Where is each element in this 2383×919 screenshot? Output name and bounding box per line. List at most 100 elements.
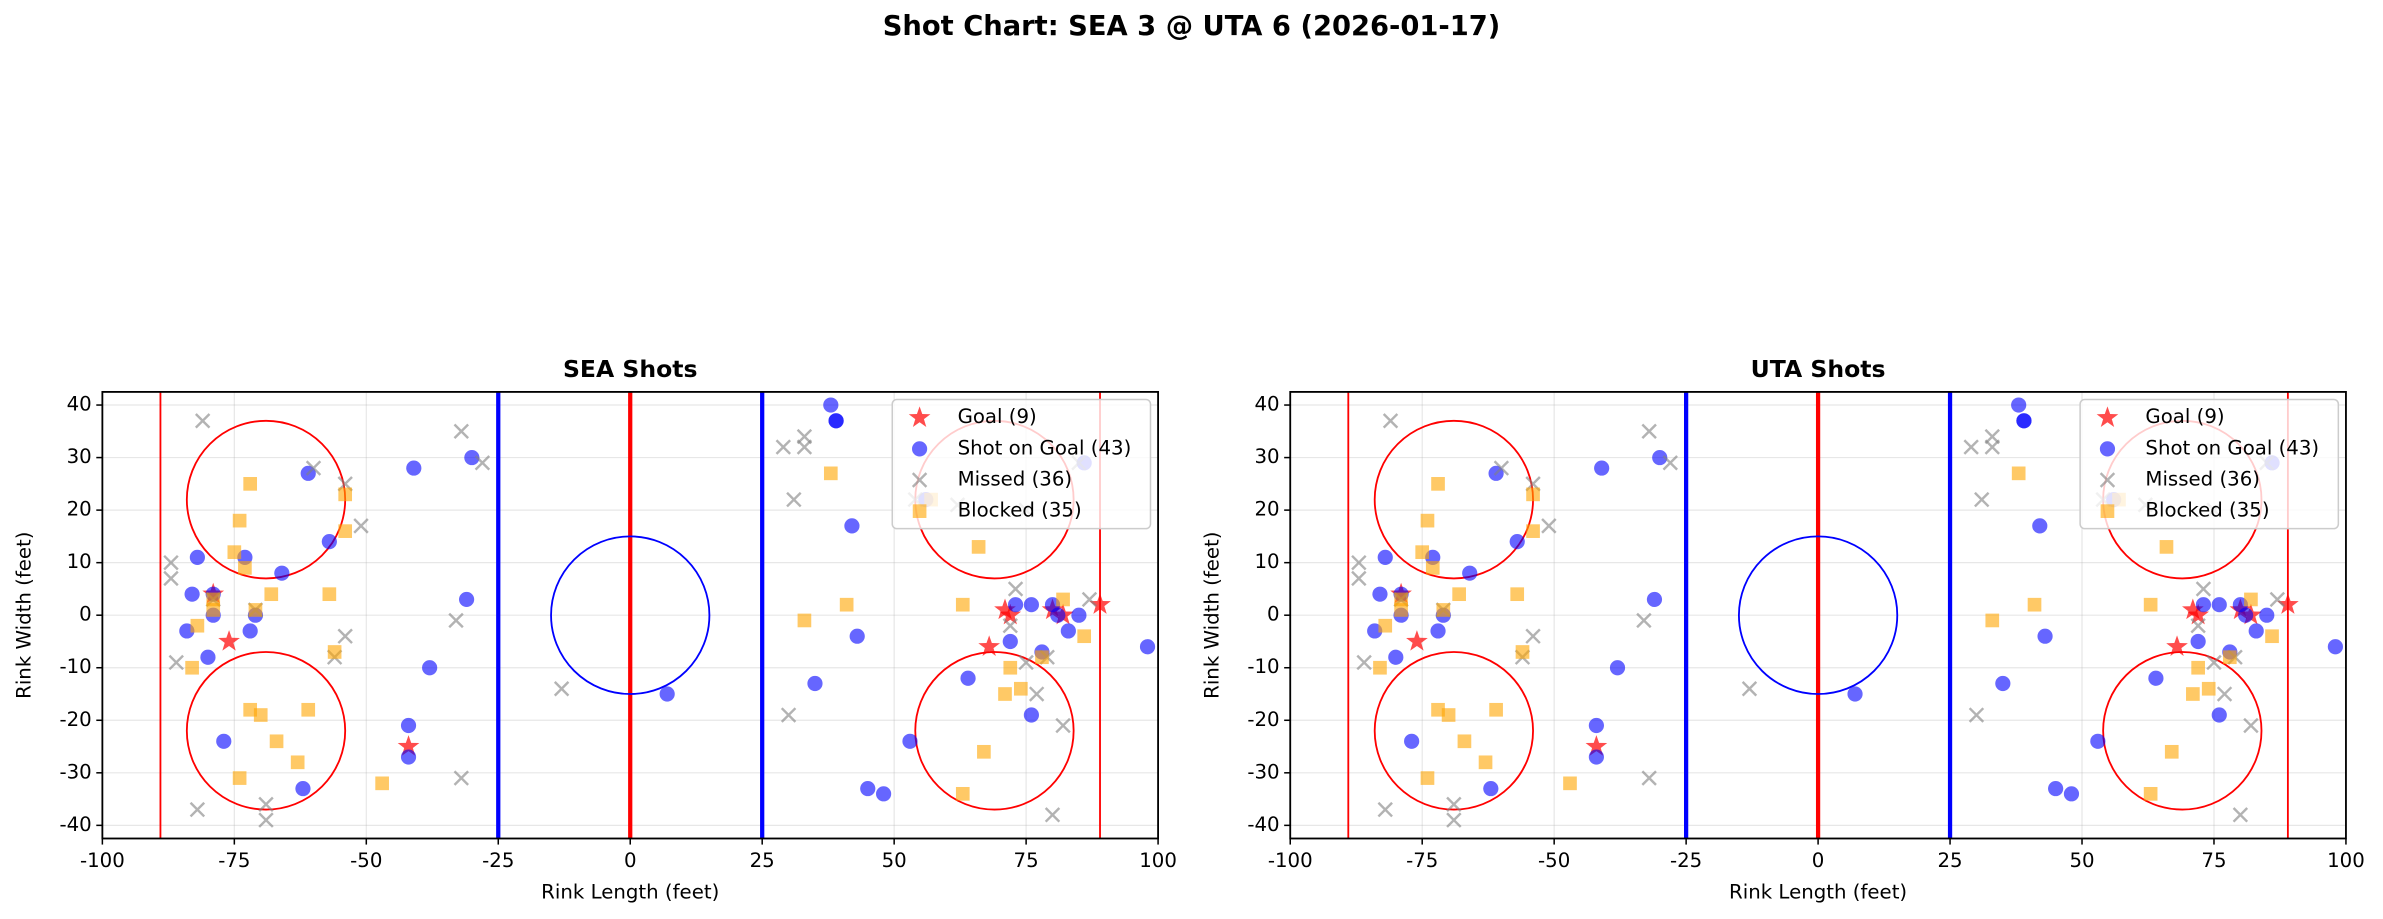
shot-point xyxy=(1509,534,1525,550)
y-tick-label: -40 xyxy=(1247,813,1279,836)
shot-point xyxy=(1609,660,1626,676)
shot-point xyxy=(978,635,1000,656)
y-axis-label: Rink Width (feet) xyxy=(1200,532,1223,699)
shot-point xyxy=(796,439,813,455)
legend-marker xyxy=(908,406,931,427)
x-tick-label: -100 xyxy=(1268,849,1313,872)
rink xyxy=(1347,391,2289,839)
shot-point xyxy=(321,534,337,550)
legend-label: Blocked (35) xyxy=(2145,499,2269,522)
shot-point xyxy=(999,603,1022,625)
legend-label: Missed (36) xyxy=(2145,468,2260,491)
shot-point xyxy=(1984,439,2000,455)
y-tick-label: 10 xyxy=(67,550,92,573)
shot-point xyxy=(955,786,970,801)
x-tick-label: 0 xyxy=(624,849,637,872)
x-tick-label: 50 xyxy=(882,849,907,872)
legend-label: Goal (9) xyxy=(2145,405,2224,428)
shot-point xyxy=(994,598,1016,620)
shot-point xyxy=(2265,629,2279,644)
shot-point xyxy=(1077,629,1092,644)
shot-point xyxy=(1510,587,1525,602)
shot-point xyxy=(1585,735,1608,756)
y-tick-label: -20 xyxy=(60,708,92,731)
shot-point xyxy=(1641,423,1657,440)
shot-point xyxy=(849,628,865,644)
faceoff-circle xyxy=(1373,651,1534,811)
shot-point xyxy=(1446,796,1462,813)
y-tick-label: 10 xyxy=(1254,550,1279,573)
shot-point xyxy=(1646,591,1663,608)
shot-point xyxy=(1089,593,1111,614)
shot-point xyxy=(1526,487,1540,502)
y-tick-label: 20 xyxy=(1254,498,1279,521)
shot-point xyxy=(2090,733,2106,749)
y-axis-label: Rink Width (feet) xyxy=(12,532,35,699)
shot-point xyxy=(1404,733,1420,749)
shot-point xyxy=(860,780,876,797)
shot-point xyxy=(2048,780,2064,797)
plot-frame xyxy=(1289,390,2347,840)
shot-point xyxy=(2187,603,2209,625)
shot-point xyxy=(295,780,311,797)
legend-marker xyxy=(2096,406,2119,427)
shot-point xyxy=(1044,807,1061,823)
shot-point xyxy=(1457,734,1472,749)
shot-point xyxy=(2211,707,2227,723)
shot-point xyxy=(290,755,305,770)
y-tick-label: -40 xyxy=(60,813,92,836)
shot-point xyxy=(1462,565,1478,581)
shot-point xyxy=(1478,755,1493,770)
legend-label: Shot on Goal (43) xyxy=(958,436,1132,459)
shot-point xyxy=(1563,776,1577,791)
shot-point xyxy=(301,702,316,717)
shot-point xyxy=(1415,545,1430,559)
shot-point xyxy=(253,708,268,722)
shot-point xyxy=(1847,686,1863,702)
x-tick-label: 75 xyxy=(2201,849,2226,872)
shot-point xyxy=(1641,770,1657,786)
shot-point xyxy=(1436,603,1451,617)
shot-point xyxy=(400,717,417,734)
shot-point xyxy=(274,565,290,581)
shot-point xyxy=(2027,597,2042,612)
shot-point xyxy=(1430,623,1446,639)
shot-point xyxy=(406,460,422,476)
shot-point xyxy=(264,587,279,602)
shot-point xyxy=(1985,613,2000,628)
x-tick-label: -25 xyxy=(1670,849,1702,872)
x-axis-label: Rink Length (feet) xyxy=(541,881,719,904)
shot-point xyxy=(786,491,802,508)
x-tick-label: 50 xyxy=(2069,849,2094,872)
shot-point xyxy=(1007,597,1024,613)
shot-point xyxy=(1995,675,2011,692)
shot-point xyxy=(2243,717,2259,734)
shot-point xyxy=(375,776,389,791)
shot-point xyxy=(269,734,284,749)
legend-box xyxy=(891,398,1152,530)
shot-point xyxy=(1018,654,1034,671)
shot-point xyxy=(1652,449,1668,466)
shot-point xyxy=(807,675,823,692)
y-tick-label: -10 xyxy=(60,655,92,678)
shot-point xyxy=(397,735,420,756)
shot-point xyxy=(1003,660,1018,675)
x-tick-label: -25 xyxy=(482,849,514,872)
shot-point xyxy=(258,796,274,813)
legend-marker xyxy=(2099,441,2116,457)
shot-point xyxy=(2159,540,2174,554)
shot-point xyxy=(327,645,342,659)
shot-point xyxy=(902,733,918,749)
shot-point xyxy=(200,649,216,665)
shot-point xyxy=(1377,549,1393,565)
shot-point xyxy=(1446,812,1462,828)
shot-point xyxy=(828,413,844,429)
shot-point xyxy=(1452,587,1466,602)
shot-point xyxy=(2164,744,2179,759)
shot-point xyxy=(1526,524,1540,538)
shot-point xyxy=(1406,630,1428,651)
shot-point xyxy=(1431,477,1445,491)
legend-label: Blocked (35) xyxy=(958,499,1082,522)
center-circle xyxy=(1738,535,1899,695)
